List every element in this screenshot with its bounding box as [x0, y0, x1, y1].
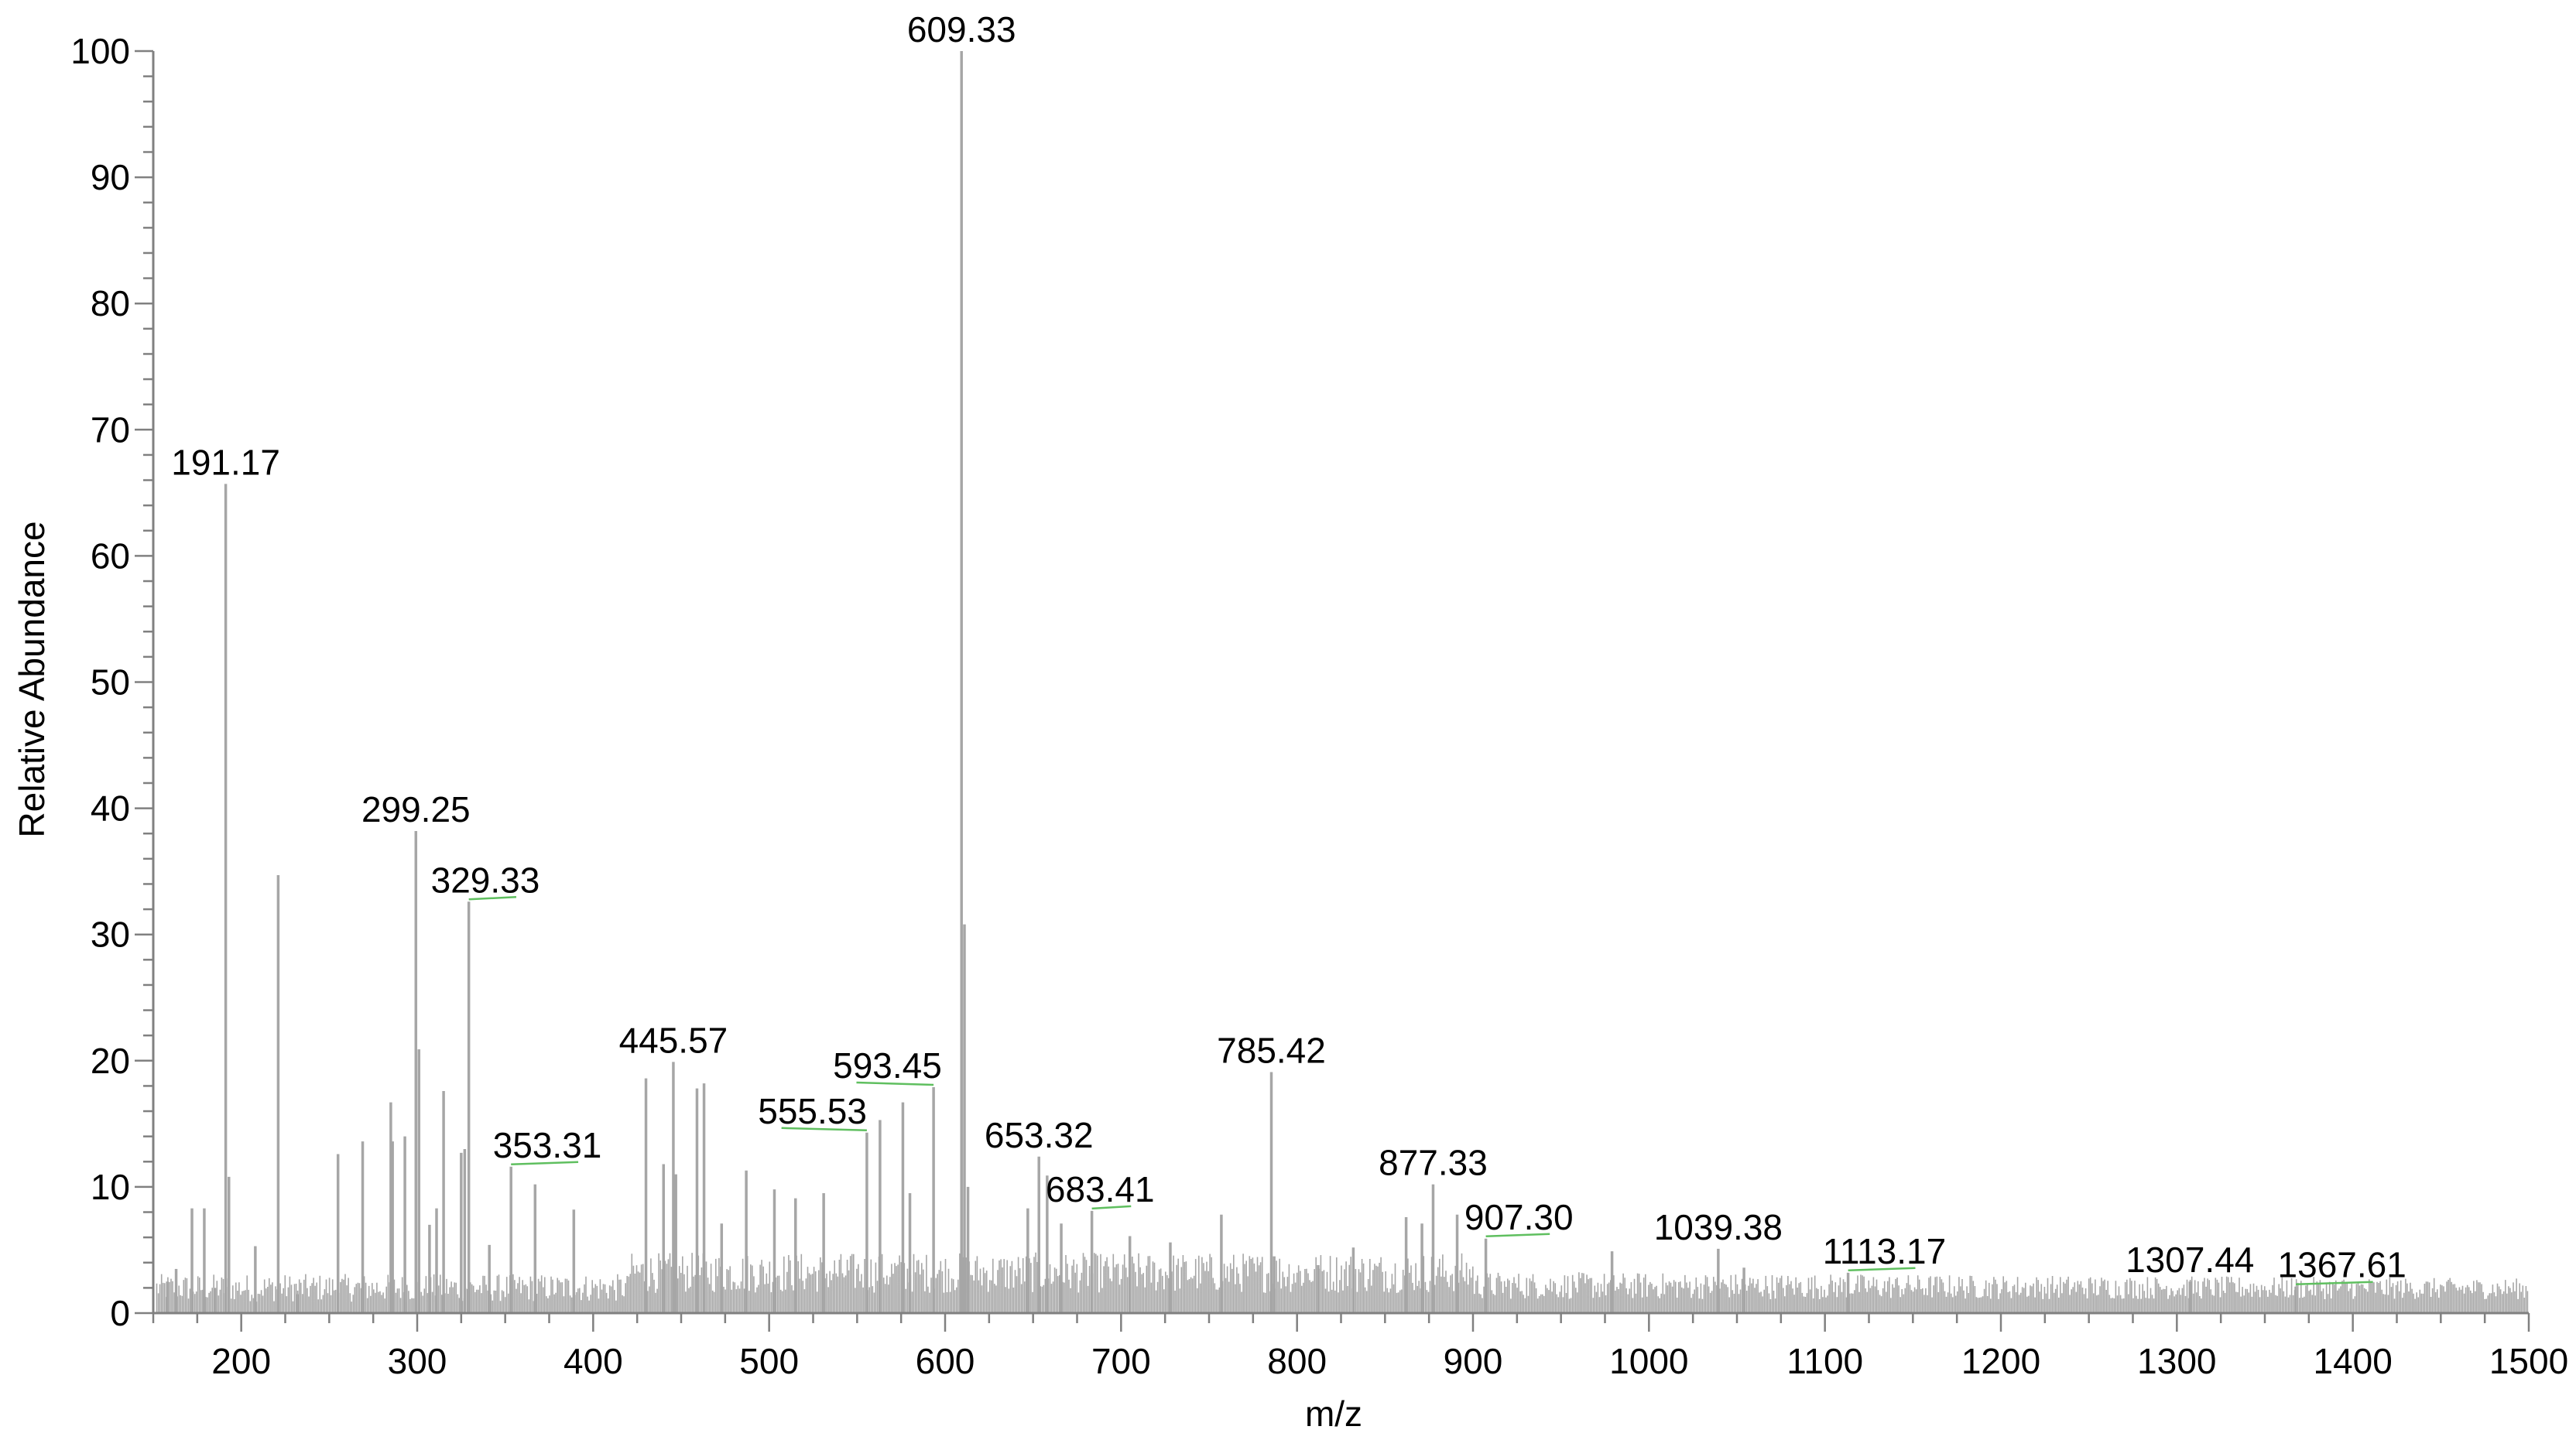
- peak-label: 353.31: [493, 1125, 602, 1165]
- peak-label: 907.30: [1464, 1197, 1574, 1237]
- x-tick-label: 1500: [2489, 1341, 2568, 1381]
- axes: [152, 51, 2529, 1315]
- x-tick-label: 300: [388, 1341, 447, 1381]
- peak-labels: 191.17 299.25 329.33 353.31 445.57 555.53 593.…: [171, 9, 2406, 1285]
- x-tick-label: 1000: [1609, 1341, 1688, 1381]
- y-tick-label: 10: [91, 1167, 130, 1207]
- y-tick-label: 70: [91, 409, 130, 450]
- peak-label: 1367.61: [2278, 1245, 2406, 1285]
- x-tick-label: 1200: [1961, 1341, 2040, 1381]
- label-leader: [781, 1127, 867, 1132]
- x-tick-label: 500: [739, 1341, 799, 1381]
- peak-label: 877.33: [1379, 1143, 1488, 1183]
- x-tick-label: 600: [916, 1341, 975, 1381]
- y-tick-label: 40: [91, 788, 130, 829]
- y-tick-label: 100: [70, 31, 130, 71]
- peak-label: 1307.44: [2126, 1240, 2254, 1280]
- y-tick-label: 30: [91, 915, 130, 955]
- peak-label: 785.42: [1217, 1030, 1326, 1070]
- peak-bars: [166, 51, 2297, 1313]
- y-ticks: 0 10 20 30 40 50 60 70 80 90 100: [70, 31, 153, 1333]
- label-leader: [1848, 1267, 1916, 1272]
- label-leaders: [468, 896, 2373, 1285]
- peak-label: 593.45: [833, 1045, 942, 1086]
- peak-label: 555.53: [758, 1091, 867, 1131]
- x-ticks: 200 300 400 500 600 700 800 900 1000 1100 1200 1300…: [152, 1313, 2568, 1381]
- peak-label: 683.41: [1046, 1169, 1155, 1209]
- y-tick-label: 60: [91, 535, 130, 576]
- label-leader: [856, 1081, 934, 1086]
- peak-label: 1113.17: [1823, 1231, 1946, 1271]
- x-tick-label: 400: [564, 1341, 623, 1381]
- y-tick-label: 0: [110, 1293, 130, 1333]
- peak-label: 445.57: [619, 1020, 728, 1060]
- label-leader: [468, 896, 517, 901]
- x-tick-label: 1400: [2313, 1341, 2392, 1381]
- x-tick-label: 200: [211, 1341, 271, 1381]
- peak-label: 329.33: [431, 860, 540, 900]
- x-tick-label: 800: [1267, 1341, 1327, 1381]
- y-tick-label: 50: [91, 662, 130, 703]
- y-tick-label: 20: [91, 1041, 130, 1081]
- x-tick-label: 1100: [1786, 1341, 1863, 1381]
- label-leader: [511, 1161, 579, 1166]
- label-leader: [1485, 1233, 1550, 1238]
- label-leader: [2295, 1281, 2373, 1285]
- y-tick-label: 90: [91, 157, 130, 197]
- y-tick-label: 80: [91, 283, 130, 323]
- label-leader: [1091, 1205, 1132, 1210]
- x-tick-label: 1300: [2137, 1341, 2216, 1381]
- x-axis-title: m/z: [1305, 1394, 1362, 1434]
- x-tick-label: 700: [1091, 1341, 1151, 1381]
- peak-label: 609.33: [907, 9, 1016, 50]
- x-tick-label: 900: [1444, 1341, 1503, 1381]
- peak-label: 299.25: [361, 789, 471, 829]
- y-axis-title: Relative Abundance: [12, 521, 52, 837]
- peak-label: 1039.38: [1654, 1207, 1783, 1247]
- peak-label: 653.32: [985, 1115, 1094, 1155]
- peak-label: 191.17: [171, 442, 280, 482]
